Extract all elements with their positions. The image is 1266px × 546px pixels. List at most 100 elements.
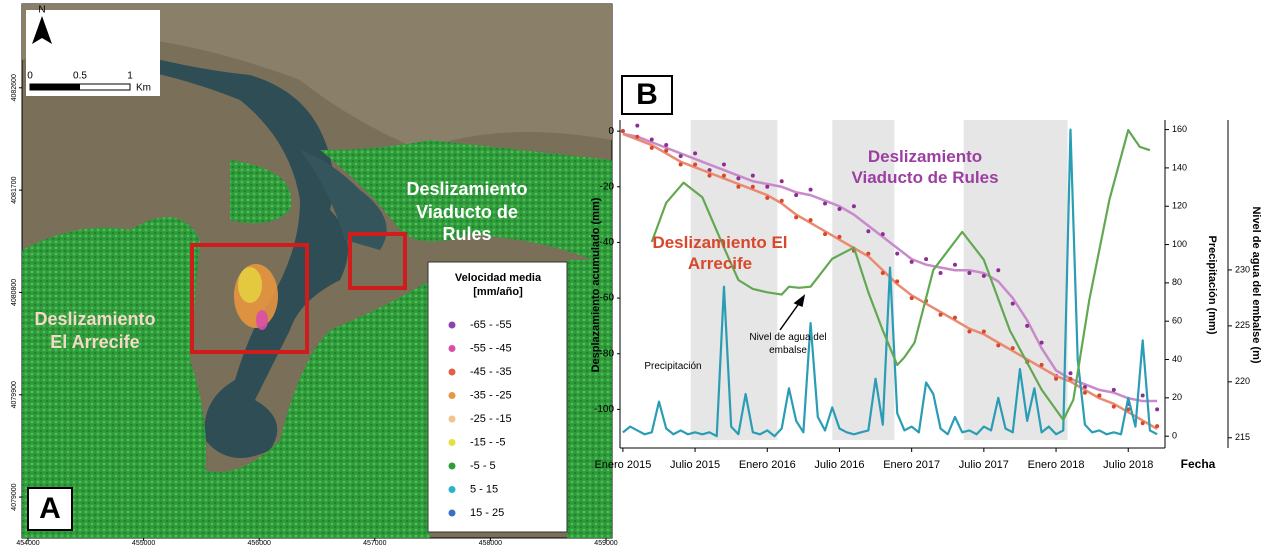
y3-tick-label: 230 — [1235, 264, 1250, 274]
legend-label: 5 - 15 — [470, 483, 498, 495]
displacement-point — [679, 154, 683, 158]
y2-tick-label: 60 — [1172, 316, 1182, 326]
displacement-point — [924, 257, 928, 261]
y-tick-label: -20 — [600, 181, 615, 192]
displacement-point — [982, 274, 986, 278]
displacement-point — [823, 201, 827, 205]
y-tick-label: 0 — [608, 126, 614, 137]
legend-swatch — [449, 345, 456, 352]
legend-label: -55 - -45 — [470, 342, 512, 354]
y-tick-label: -60 — [600, 293, 615, 304]
x-tick-label: Enero 2015 — [594, 459, 651, 471]
scale-label: 0 — [27, 71, 33, 82]
map-imagery — [22, 4, 612, 538]
x-tick-label: Julio 2018 — [1103, 459, 1153, 471]
velocity-cluster — [256, 310, 268, 330]
displacement-point — [852, 204, 856, 208]
map-y-tick-label: 4080800 — [11, 279, 18, 306]
displacement-point — [736, 176, 740, 180]
legend-label: -35 - -25 — [470, 389, 512, 401]
legend-swatch — [449, 439, 456, 446]
scale-unit: Km — [136, 83, 151, 94]
y3-tick-label: 220 — [1235, 376, 1250, 386]
displacement-point — [1155, 424, 1159, 428]
y2-tick-label: 80 — [1172, 277, 1182, 287]
x-tick-label: Enero 2018 — [1028, 459, 1085, 471]
displacement-point — [895, 252, 899, 256]
map-y-tick-label: 4079000 — [11, 483, 18, 510]
y2-tick-label: 0 — [1172, 431, 1177, 441]
displacement-point — [736, 185, 740, 189]
series-annotation: Nivel de agua del embalse — [748, 332, 828, 357]
displacement-point — [664, 143, 668, 147]
displacement-point — [650, 137, 654, 141]
displacement-point — [1054, 377, 1058, 381]
y2-tick-label: 140 — [1172, 162, 1187, 172]
x-tick-label: Julio 2016 — [814, 459, 864, 471]
y3-tick-label: 215 — [1235, 432, 1250, 442]
displacement-point — [837, 207, 841, 211]
displacement-point — [967, 329, 971, 333]
displacement-point — [1011, 302, 1015, 306]
displacement-point — [765, 185, 769, 189]
y3-tick-label: 225 — [1235, 320, 1250, 330]
legend-label: -65 - -55 — [470, 319, 512, 331]
map-y-tick-label: 4079900 — [11, 381, 18, 408]
series-annotation: Precipitación — [628, 361, 718, 374]
arrow-head — [795, 296, 804, 306]
x-tick-label: Julio 2017 — [959, 459, 1009, 471]
legend-label: 15 - 25 — [470, 507, 504, 519]
displacement-point — [794, 215, 798, 219]
y2-tick-label: 120 — [1172, 201, 1187, 211]
figure-canvas: N 0 0.5 1 Km A B Fecha Desplazamiento ac… — [0, 0, 1266, 546]
scale-label: 1 — [127, 71, 133, 82]
displacement-point — [1112, 405, 1116, 409]
y-tick-label: -100 — [594, 404, 614, 415]
scale-bar — [30, 84, 80, 90]
displacement-point — [953, 263, 957, 267]
legend-swatch — [449, 416, 456, 423]
series-annotation: Deslizamiento Viaducto de Rules — [840, 146, 1010, 189]
velocity-cluster — [238, 267, 262, 303]
scale-label: 0.5 — [73, 71, 87, 82]
y2-tick-label: 100 — [1172, 239, 1187, 249]
legend-label: -5 - 5 — [470, 460, 496, 472]
y2-tick-label: 160 — [1172, 124, 1187, 134]
map-x-tick-label: 456000 — [248, 540, 271, 546]
displacement-point — [982, 329, 986, 333]
displacement-point — [679, 163, 683, 167]
displacement-point — [708, 174, 712, 178]
displacement-point — [1025, 324, 1029, 328]
legend-label: -15 - -5 — [470, 436, 505, 448]
displacement-point — [967, 271, 971, 275]
legend-label: -25 - -15 — [470, 413, 512, 425]
displacement-point — [895, 279, 899, 283]
map-label: Deslizamiento Viaducto de Rules — [402, 178, 532, 246]
displacement-point — [1097, 393, 1101, 397]
displacement-point — [621, 129, 625, 133]
displacement-point — [939, 271, 943, 275]
displacement-point — [881, 232, 885, 236]
series-annotation: Deslizamiento El Arrecife — [650, 232, 790, 275]
x-tick-label: Julio 2015 — [670, 459, 720, 471]
displacement-point — [953, 316, 957, 320]
map-x-tick-label: 454000 — [16, 540, 39, 546]
displacement-point — [722, 163, 726, 167]
displacement-point — [780, 199, 784, 203]
displacement-point — [1068, 371, 1072, 375]
y-tick-label: -80 — [600, 348, 615, 359]
displacement-point — [794, 193, 798, 197]
displacement-point — [809, 218, 813, 222]
y2-tick-label: 20 — [1172, 392, 1182, 402]
displacement-point — [635, 135, 639, 139]
legend-label: -45 - -35 — [470, 366, 512, 378]
displacement-point — [650, 146, 654, 150]
displacement-point — [751, 185, 755, 189]
map-x-tick-label: 455000 — [132, 540, 155, 546]
shaded-period — [691, 120, 778, 440]
displacement-point — [1040, 341, 1044, 345]
displacement-point — [765, 196, 769, 200]
displacement-point — [837, 235, 841, 239]
map-y-tick-label: 4082600 — [11, 74, 18, 101]
displacement-point — [910, 296, 914, 300]
